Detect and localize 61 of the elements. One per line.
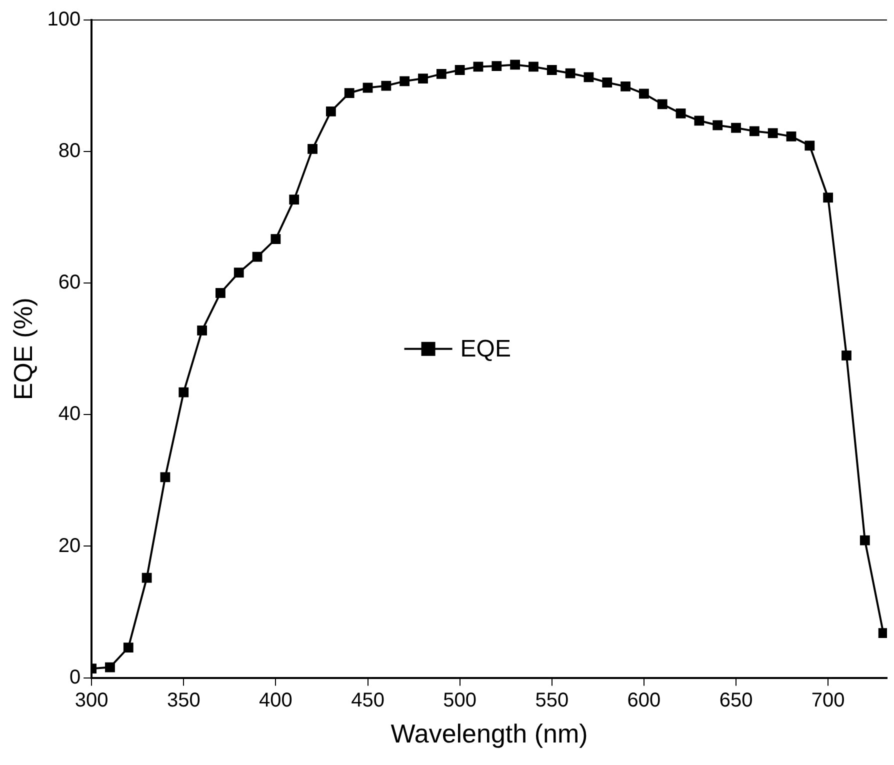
- point: [105, 662, 115, 672]
- point: [528, 62, 538, 72]
- y-tick-label: 40: [58, 403, 81, 426]
- point: [418, 74, 428, 84]
- point: [546, 65, 557, 75]
- y-axis-title: EQE (%): [8, 298, 38, 400]
- point: [804, 140, 815, 151]
- y-tick-label: 0: [69, 666, 81, 688]
- x-tick-label: 350: [166, 689, 200, 712]
- x-axis-title: Wavelength (nm): [390, 718, 588, 749]
- point: [216, 288, 226, 298]
- point: [676, 108, 686, 118]
- x-tick-label: 500: [443, 689, 477, 712]
- point: [400, 76, 410, 86]
- point: [326, 106, 336, 116]
- point: [639, 88, 649, 99]
- point: [270, 234, 281, 244]
- x-tick-label: 400: [259, 689, 292, 712]
- point: [823, 192, 834, 203]
- point: [381, 80, 392, 91]
- y-tick-label: 60: [58, 272, 81, 294]
- point: [712, 120, 723, 130]
- point: [252, 252, 262, 262]
- y-tick-label: 100: [47, 8, 81, 31]
- point: [694, 116, 704, 126]
- point: [362, 82, 373, 93]
- point: [768, 128, 778, 138]
- point: [473, 62, 484, 72]
- point: [786, 131, 796, 142]
- point: [436, 68, 446, 79]
- x-tick-label: 650: [719, 689, 753, 712]
- point: [749, 126, 760, 136]
- point: [234, 268, 244, 278]
- point: [178, 387, 189, 398]
- point: [344, 88, 354, 98]
- x-tick-label: 600: [627, 689, 661, 712]
- x-tick-label: 300: [74, 689, 108, 712]
- point: [308, 144, 318, 154]
- point: [454, 65, 465, 75]
- legend-label: EQE: [460, 336, 511, 363]
- y-tick-label: 80: [58, 140, 81, 162]
- point: [197, 326, 207, 336]
- point: [565, 68, 576, 78]
- point: [657, 99, 668, 110]
- point: [620, 81, 630, 92]
- point: [584, 72, 594, 82]
- point: [492, 61, 502, 71]
- point: [289, 194, 300, 205]
- point: [860, 535, 870, 546]
- point: [731, 122, 741, 133]
- x-tick-label: 550: [535, 689, 569, 712]
- point: [602, 78, 612, 88]
- point: [142, 572, 152, 583]
- y-tick-label: 20: [58, 534, 81, 557]
- point: [878, 628, 887, 638]
- x-tick-label: 700: [811, 689, 845, 712]
- x-tick-label: 450: [351, 689, 384, 712]
- point: [842, 350, 852, 360]
- point: [123, 642, 134, 652]
- point: [510, 60, 520, 70]
- point: [160, 472, 170, 482]
